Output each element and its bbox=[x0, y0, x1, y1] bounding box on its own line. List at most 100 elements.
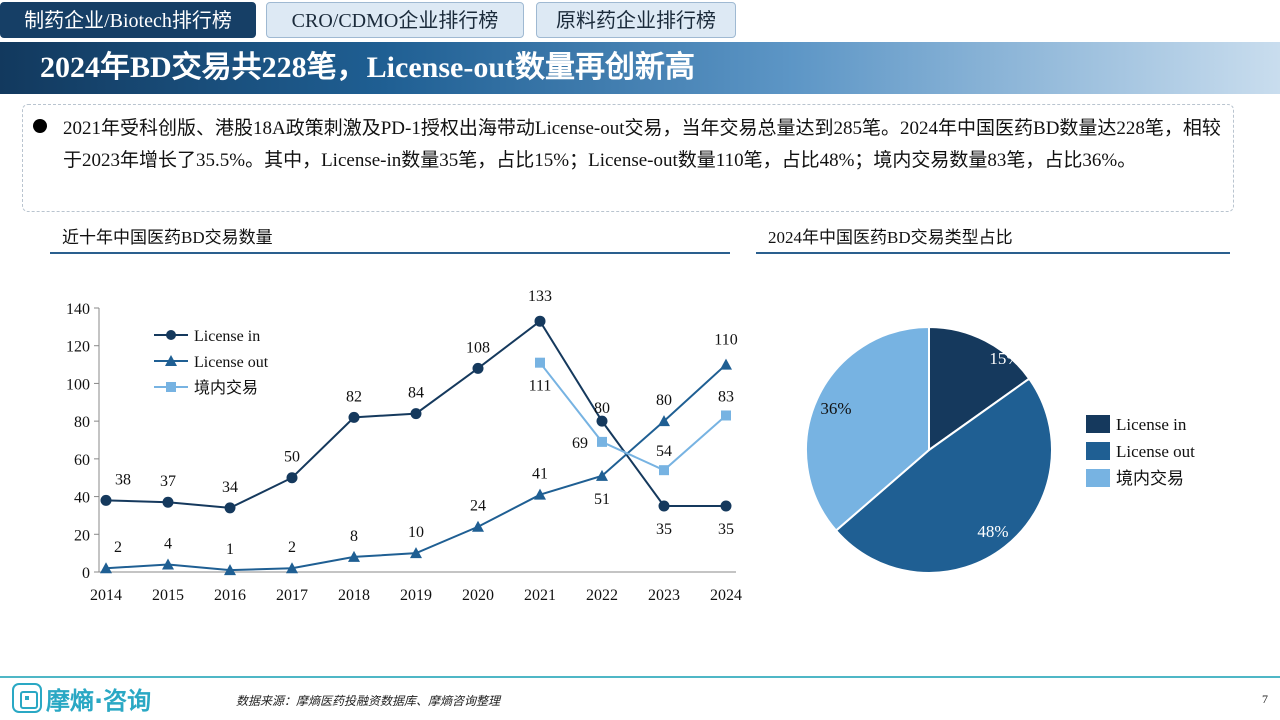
data-point bbox=[472, 362, 484, 374]
data-label: 82 bbox=[346, 388, 362, 405]
data-label: 108 bbox=[466, 339, 490, 356]
data-label: 50 bbox=[284, 449, 300, 466]
data-point bbox=[658, 500, 670, 512]
tab-api-ranking[interactable]: 原料药企业排行榜 bbox=[536, 2, 736, 38]
tab-bar: 制药企业/Biotech排行榜 CRO/CDMO企业排行榜 原料药企业排行榜 bbox=[0, 0, 1280, 40]
data-point bbox=[410, 547, 422, 559]
tab-cro-cdmo-ranking[interactable]: CRO/CDMO企业排行榜 bbox=[266, 2, 524, 38]
data-point bbox=[720, 500, 732, 512]
data-label: 133 bbox=[528, 288, 552, 305]
summary-text: 2021年受科创版、港股18A政策刺激及PD-1授权出海带动License-ou… bbox=[63, 118, 1221, 171]
data-label: 34 bbox=[222, 479, 238, 496]
data-source-note: 数据来源：摩熵医药投融资数据库、摩熵咨询整理 bbox=[236, 694, 501, 708]
data-point bbox=[597, 436, 607, 447]
x-tick-label: 2021 bbox=[524, 587, 556, 604]
data-point bbox=[162, 496, 174, 508]
y-tick-label: 60 bbox=[74, 452, 90, 469]
logo-text: 摩熵·咨询 bbox=[46, 686, 152, 715]
legend-label: 境内交易 bbox=[194, 378, 258, 397]
data-label: 111 bbox=[529, 378, 552, 395]
legend-marker bbox=[165, 355, 177, 366]
pie-slice-label: 36% bbox=[820, 399, 851, 418]
series-境内交易: 111 69 54 83 bbox=[529, 357, 734, 476]
data-label: 4 bbox=[164, 535, 172, 552]
legend-marker bbox=[166, 330, 176, 340]
data-point bbox=[659, 465, 669, 476]
data-point bbox=[348, 550, 360, 562]
pie-slice-label: 15% bbox=[989, 349, 1020, 368]
line-chart-legend: License in License out 境内交易 bbox=[154, 328, 269, 397]
data-point bbox=[534, 488, 546, 500]
line-chart-title: 近十年中国医药BD交易数量 bbox=[50, 224, 730, 254]
y-tick-label: 80 bbox=[74, 414, 90, 431]
pie-slice-license-out bbox=[834, 377, 1053, 574]
data-point bbox=[224, 564, 236, 576]
y-tick-label: 100 bbox=[66, 376, 90, 393]
data-point bbox=[410, 408, 422, 420]
data-label: 38 bbox=[115, 471, 131, 488]
data-label: 24 bbox=[470, 498, 486, 515]
pie-chart-title: 2024年中国医药BD交易类型占比 bbox=[756, 224, 1230, 254]
y-tick-label: 20 bbox=[74, 527, 90, 544]
series-line bbox=[539, 362, 727, 472]
data-point bbox=[286, 562, 298, 574]
data-point bbox=[534, 315, 546, 327]
x-tick-label: 2018 bbox=[338, 587, 370, 604]
y-tick-label: 120 bbox=[66, 339, 90, 356]
y-tick-label: 0 bbox=[82, 565, 90, 582]
data-point bbox=[596, 469, 608, 481]
x-tick-label: 2017 bbox=[276, 587, 308, 604]
data-point bbox=[100, 562, 112, 574]
x-tick-label: 2019 bbox=[400, 587, 432, 604]
pie-legend-swatch bbox=[1086, 415, 1110, 433]
pie-chart: 15% 48% 36% License in License out 境内交易 bbox=[805, 325, 1195, 574]
data-point bbox=[596, 415, 608, 427]
data-label: 37 bbox=[160, 473, 176, 490]
logo-icon bbox=[12, 683, 42, 713]
data-label: 35 bbox=[718, 521, 734, 538]
data-label: 80 bbox=[656, 392, 672, 409]
data-point bbox=[535, 357, 545, 368]
x-tick-label: 2020 bbox=[462, 587, 494, 604]
data-label: 1 bbox=[226, 541, 234, 558]
pie-legend-label: 境内交易 bbox=[1116, 469, 1184, 488]
x-tick-label: 2015 bbox=[152, 587, 184, 604]
legend-label: License out bbox=[194, 354, 269, 371]
data-point bbox=[286, 472, 298, 484]
footer-divider bbox=[0, 676, 1280, 678]
summary-box: 2021年受科创版、港股18A政策刺激及PD-1授权出海带动License-ou… bbox=[22, 104, 1234, 212]
data-label: 2 bbox=[114, 539, 122, 556]
data-label: 110 bbox=[714, 332, 737, 349]
data-point bbox=[472, 520, 484, 532]
data-point bbox=[658, 415, 670, 427]
pie-legend-swatch bbox=[1086, 442, 1110, 460]
data-label: 51 bbox=[594, 491, 610, 508]
pie-slice-境内交易 bbox=[805, 325, 930, 532]
data-label: 69 bbox=[572, 435, 588, 452]
data-point bbox=[162, 558, 174, 570]
data-label: 83 bbox=[718, 388, 734, 405]
pie-slice-label: 48% bbox=[977, 522, 1008, 541]
line-chart: 0 20 40 60 80 100 120 140 2014 2015 2016 2017 2018 20… bbox=[66, 288, 742, 604]
pie-slice-license-in bbox=[928, 325, 1031, 452]
legend-label: License in bbox=[194, 328, 260, 345]
data-label: 2 bbox=[288, 539, 296, 556]
x-tick-label: 2014 bbox=[90, 587, 122, 604]
bullet-icon bbox=[33, 119, 47, 133]
company-logo: 摩熵·咨询 bbox=[12, 680, 151, 716]
page-title: 2024年BD交易共228笔，License-out数量再创新高 bbox=[40, 51, 695, 84]
data-label: 10 bbox=[408, 524, 424, 541]
tab-pharma-biotech-ranking[interactable]: 制药企业/Biotech排行榜 bbox=[0, 2, 256, 38]
legend-marker bbox=[166, 382, 176, 392]
pie-legend-label: License in bbox=[1116, 415, 1187, 434]
pie-legend-swatch bbox=[1086, 469, 1110, 487]
x-tick-label: 2023 bbox=[648, 587, 680, 604]
x-tick-label: 2024 bbox=[710, 587, 742, 604]
data-label: 84 bbox=[408, 385, 424, 402]
series-license-in: 38 37 34 50 82 84 108 133 80 35 35 bbox=[100, 288, 734, 538]
data-label: 35 bbox=[656, 521, 672, 538]
page-number: 7 bbox=[1262, 692, 1268, 706]
data-point bbox=[721, 410, 731, 421]
data-point bbox=[348, 411, 360, 423]
